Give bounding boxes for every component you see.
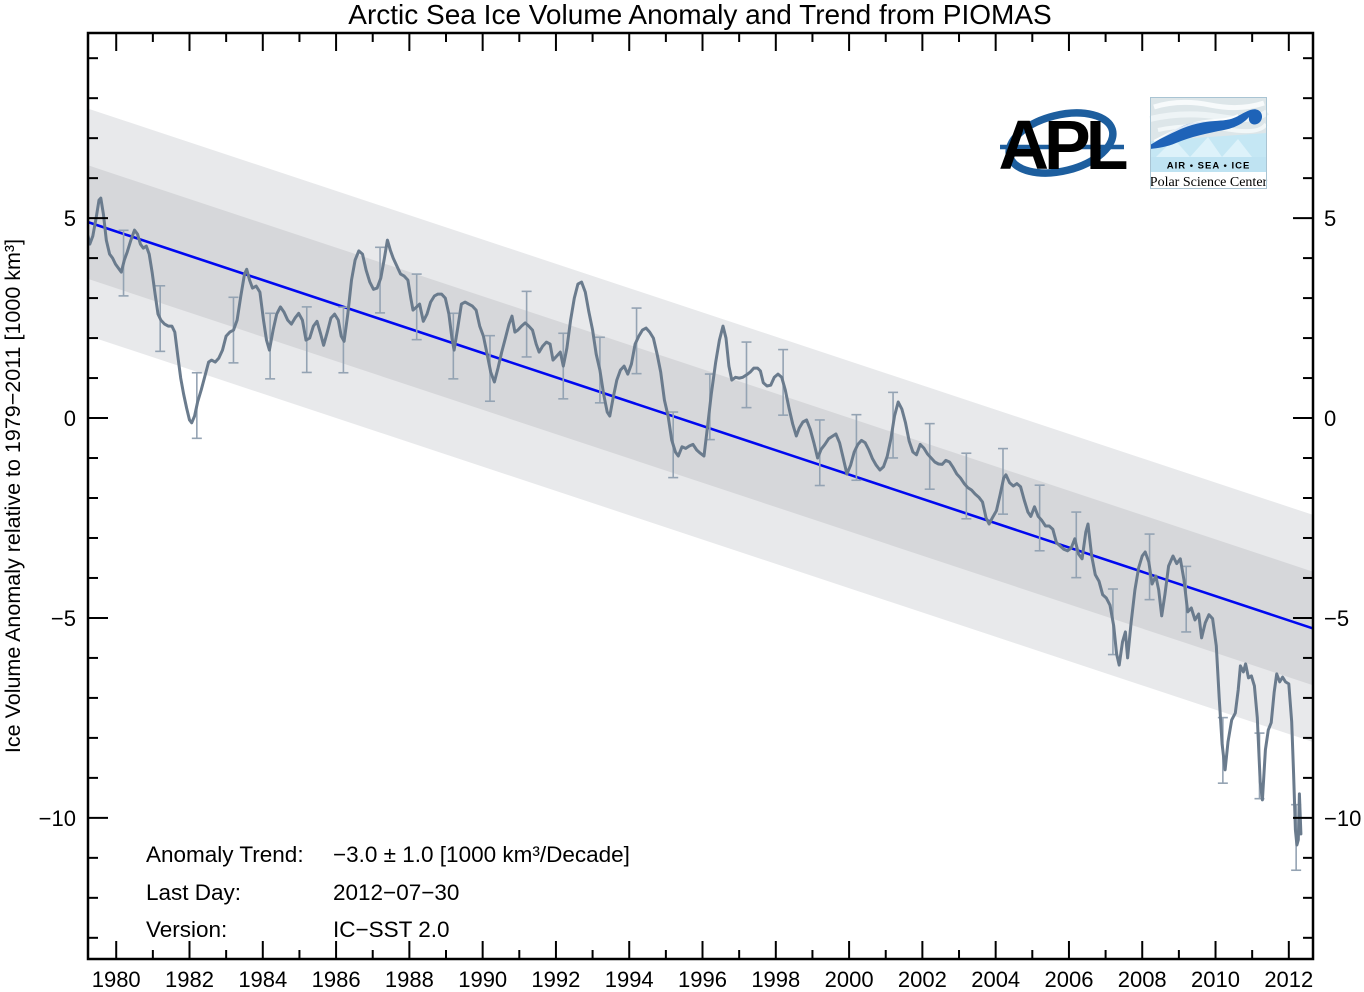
anomaly-line — [88, 196, 1303, 847]
psc-logo-wave-highlight — [1153, 114, 1239, 142]
psc-logo-ice-facet — [1190, 137, 1222, 157]
y-tick-label-left: 5 — [64, 206, 76, 231]
x-tick-label: 2000 — [825, 967, 874, 992]
psc-logo: AIR • SEA • ICE Polar Science Center — [1149, 97, 1270, 190]
anomaly-trend-label: Anomaly Trend: — [146, 842, 304, 867]
x-tick-label: 2008 — [1118, 967, 1167, 992]
x-tick-label: 2012 — [1264, 967, 1313, 992]
version-label: Version: — [146, 917, 227, 942]
x-tick-label: 2002 — [898, 967, 947, 992]
y-tick-label-right: 0 — [1324, 406, 1336, 431]
apl-logo-text: APL — [999, 106, 1127, 184]
x-tick-labels: 1980 1982 1984 1986 1988 1990 1992 1994 1996 1998… — [92, 967, 1314, 992]
psc-logo-ice-facet — [1222, 139, 1252, 157]
last-day-value: 2012−07−30 — [333, 880, 459, 905]
x-tick-label: 1994 — [605, 967, 654, 992]
psc-logo-ice-facet — [1156, 139, 1190, 157]
y-tick-label-left: −5 — [51, 606, 76, 631]
psc-logo-band — [1150, 157, 1267, 172]
psc-logo-border — [1150, 97, 1267, 189]
x-tick-label: 1980 — [92, 967, 141, 992]
x-tick-label: 1982 — [165, 967, 214, 992]
x-tick-label: 2006 — [1045, 967, 1094, 992]
linear-trend — [88, 220, 1313, 630]
anomaly-polyline — [88, 196, 1303, 847]
apl-logo-ellipse — [1005, 109, 1117, 177]
y-tick-label-right: −10 — [1324, 806, 1361, 831]
last-day-label: Last Day: — [146, 880, 241, 905]
x-tick-label: 1996 — [678, 967, 727, 992]
apl-logo: APL — [999, 106, 1132, 184]
annotation-block: Anomaly Trend: −3.0 ± 1.0 [1000 km³/Deca… — [146, 842, 630, 942]
psc-logo-air-sea-ice: AIR • SEA • ICE — [1167, 161, 1251, 172]
y-tick-labels: 5 5 0 0 −5 −5 −10 −10 — [39, 206, 1362, 831]
x-tick-label: 1992 — [531, 967, 580, 992]
y-tick-label-left: 0 — [64, 406, 76, 431]
version-value: IC−SST 2.0 — [333, 917, 450, 942]
anomaly-trend-value: −3.0 ± 1.0 [1000 km³/Decade] — [333, 842, 630, 867]
psc-logo-wave — [1150, 109, 1263, 149]
x-tick-label: 1986 — [312, 967, 361, 992]
axes-and-ticks — [86, 31, 1315, 961]
x-tick-label: 2010 — [1191, 967, 1240, 992]
psc-logo-name-strip — [1150, 172, 1267, 189]
x-tick-label: 2004 — [971, 967, 1020, 992]
x-tick-label: 1984 — [238, 967, 287, 992]
chart-title: Arctic Sea Ice Volume Anomaly and Trend … — [348, 0, 1051, 30]
psc-logo-name: Polar Science Center — [1150, 175, 1268, 190]
trend-line — [88, 220, 1313, 630]
y-tick-label-right: 5 — [1324, 206, 1336, 231]
plot-frame — [86, 31, 1315, 961]
x-tick-label: 1988 — [385, 967, 434, 992]
x-tick-label: 1998 — [751, 967, 800, 992]
y-tick-label-left: −10 — [39, 806, 76, 831]
x-tick-label: 1990 — [458, 967, 507, 992]
y-tick-label-right: −5 — [1324, 606, 1349, 631]
psc-logo-cloud-streak — [1153, 99, 1265, 111]
y-axis-label: Ice Volume Anomaly relative to 1979−2011… — [1, 239, 25, 753]
